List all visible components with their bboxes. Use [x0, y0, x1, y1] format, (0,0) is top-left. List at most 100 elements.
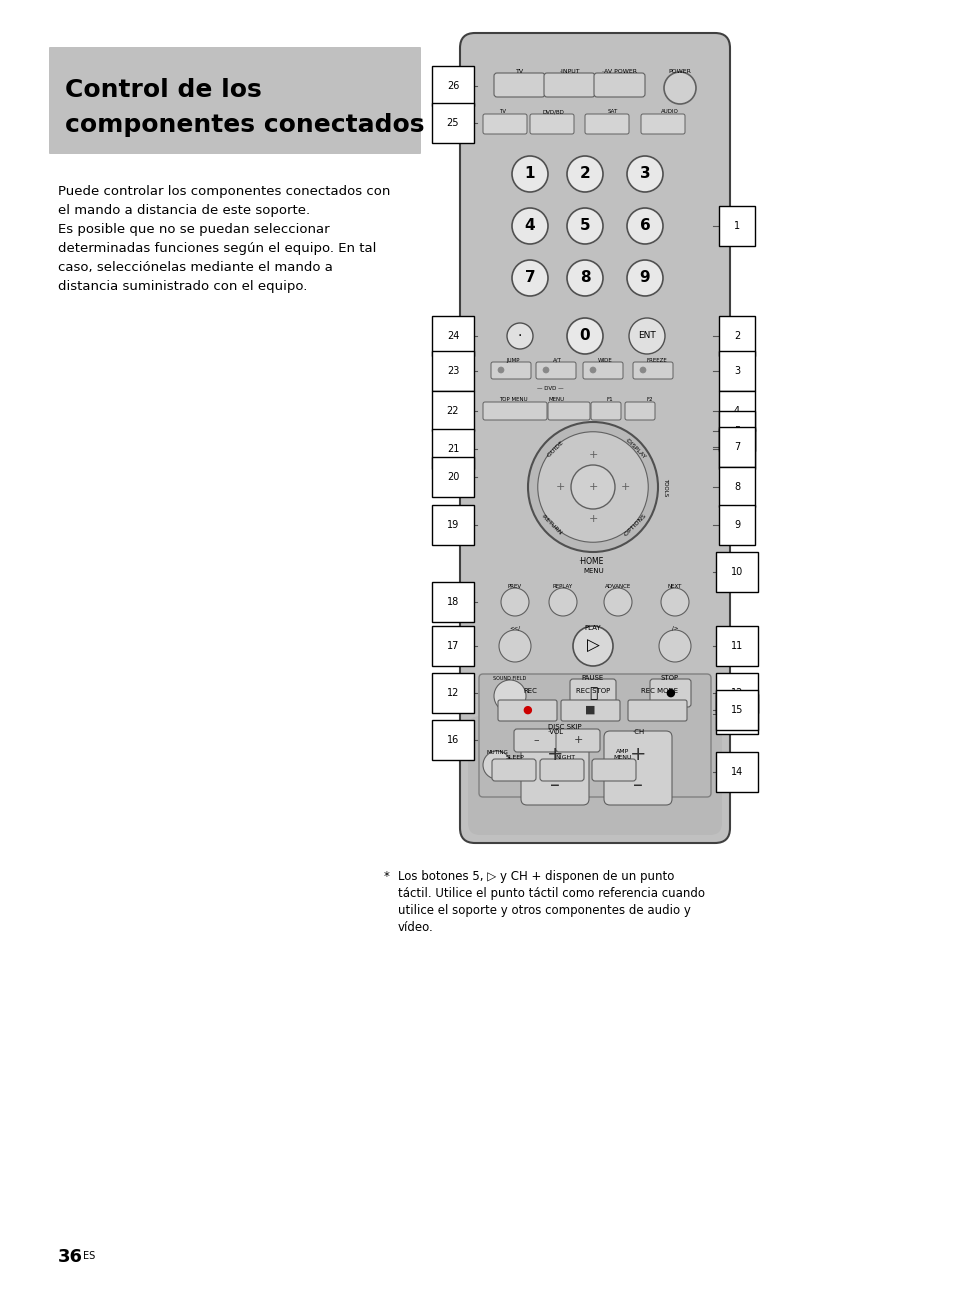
Text: 21: 21 — [446, 444, 458, 454]
Text: TV: TV — [516, 69, 523, 74]
Text: –: – — [533, 735, 538, 745]
Text: determinadas funciones según el equipo. En tal: determinadas funciones según el equipo. … — [58, 242, 376, 255]
Text: 1: 1 — [733, 221, 740, 232]
FancyBboxPatch shape — [478, 674, 710, 797]
FancyBboxPatch shape — [649, 679, 690, 707]
Text: 12: 12 — [446, 688, 458, 697]
Text: táctil. Utilice el punto táctil como referencia cuando: táctil. Utilice el punto táctil como ref… — [397, 886, 704, 901]
Text: A/T: A/T — [552, 358, 561, 364]
Text: <</: <</ — [509, 626, 520, 631]
FancyBboxPatch shape — [569, 679, 616, 707]
Circle shape — [659, 630, 690, 663]
Text: ·VOL: ·VOL — [546, 729, 562, 735]
Text: 3: 3 — [639, 167, 650, 181]
Text: 36: 36 — [58, 1247, 83, 1266]
Text: 16: 16 — [446, 735, 458, 745]
FancyBboxPatch shape — [514, 729, 558, 752]
Text: 5: 5 — [733, 426, 740, 436]
Text: 9: 9 — [639, 270, 650, 286]
Circle shape — [498, 630, 531, 663]
FancyBboxPatch shape — [560, 700, 619, 721]
Text: +: + — [588, 515, 598, 524]
Text: 11: 11 — [730, 641, 742, 651]
Text: 17: 17 — [446, 641, 458, 651]
Text: SOUND FIELD: SOUND FIELD — [493, 675, 526, 681]
Text: Control de los: Control de los — [65, 78, 261, 102]
Text: 4: 4 — [733, 406, 740, 415]
Text: 2: 2 — [579, 167, 590, 181]
FancyBboxPatch shape — [592, 760, 636, 782]
Circle shape — [628, 318, 664, 355]
FancyBboxPatch shape — [482, 114, 526, 135]
Text: 19: 19 — [446, 520, 458, 531]
Text: ·CH: ·CH — [631, 729, 643, 735]
Text: 24: 24 — [446, 331, 458, 342]
FancyBboxPatch shape — [492, 760, 536, 782]
Circle shape — [512, 260, 547, 296]
Text: el mando a distancia de este soporte.: el mando a distancia de este soporte. — [58, 204, 310, 217]
FancyBboxPatch shape — [459, 34, 729, 842]
Text: ·RETURN: ·RETURN — [539, 514, 562, 537]
Text: ■: ■ — [584, 705, 595, 716]
Text: NIGHT: NIGHT — [555, 754, 575, 760]
Text: ·OPTIONS: ·OPTIONS — [622, 512, 647, 537]
FancyBboxPatch shape — [494, 72, 544, 97]
Circle shape — [626, 157, 662, 192]
Text: ⏸: ⏸ — [588, 686, 597, 700]
Text: ES: ES — [83, 1251, 95, 1260]
Text: />: /> — [671, 626, 678, 631]
Text: ●: ● — [521, 705, 532, 716]
Text: ●: ● — [664, 688, 674, 697]
FancyBboxPatch shape — [624, 402, 655, 421]
Text: 5: 5 — [579, 219, 590, 233]
Text: ·: · — [517, 329, 521, 343]
Text: TOP MENU: TOP MENU — [498, 397, 527, 402]
Circle shape — [566, 208, 602, 245]
FancyBboxPatch shape — [536, 362, 576, 379]
Text: PREV: PREV — [507, 584, 521, 589]
Circle shape — [548, 587, 577, 616]
Text: Puede controlar los componentes conectados con: Puede controlar los componentes conectad… — [58, 185, 390, 198]
FancyBboxPatch shape — [497, 700, 557, 721]
Text: –: – — [550, 775, 559, 795]
Text: 25: 25 — [446, 118, 458, 128]
FancyBboxPatch shape — [49, 47, 420, 154]
Text: +: + — [629, 745, 645, 765]
Text: 23: 23 — [446, 366, 458, 377]
Text: 20: 20 — [446, 472, 458, 481]
Circle shape — [512, 208, 547, 245]
Circle shape — [542, 367, 548, 373]
Text: Es posible que no se puedan seleccionar: Es posible que no se puedan seleccionar — [58, 223, 330, 236]
Text: +: + — [588, 481, 598, 492]
Text: SAT: SAT — [607, 109, 618, 114]
Text: ENT: ENT — [638, 331, 655, 340]
FancyBboxPatch shape — [556, 729, 599, 752]
FancyBboxPatch shape — [594, 72, 644, 97]
Text: F2: F2 — [646, 397, 653, 402]
Text: NEXT: NEXT — [667, 584, 681, 589]
FancyBboxPatch shape — [584, 114, 628, 135]
Circle shape — [589, 367, 596, 373]
Circle shape — [626, 208, 662, 245]
Text: vídeo.: vídeo. — [397, 921, 434, 934]
Text: TOOLS: TOOLS — [662, 477, 668, 496]
Text: FREEZE: FREEZE — [646, 358, 667, 364]
Circle shape — [512, 157, 547, 192]
Text: F1: F1 — [606, 397, 613, 402]
Circle shape — [603, 587, 631, 616]
Text: 2: 2 — [733, 331, 740, 342]
Text: ADVANCE: ADVANCE — [604, 584, 631, 589]
Text: ·HOME: ·HOME — [578, 556, 602, 565]
Circle shape — [482, 751, 511, 779]
Text: SLEEP: SLEEP — [505, 754, 524, 760]
Text: 0: 0 — [579, 329, 590, 343]
Circle shape — [506, 324, 533, 349]
Text: 18: 18 — [446, 597, 458, 607]
Circle shape — [639, 367, 645, 373]
Text: ·DISPLAY: ·DISPLAY — [623, 437, 646, 461]
Text: WIDE: WIDE — [597, 358, 612, 364]
Text: 4: 4 — [524, 219, 535, 233]
Text: componentes conectados: componentes conectados — [65, 113, 424, 137]
Text: 9: 9 — [733, 520, 740, 531]
Text: 8: 8 — [579, 270, 590, 286]
